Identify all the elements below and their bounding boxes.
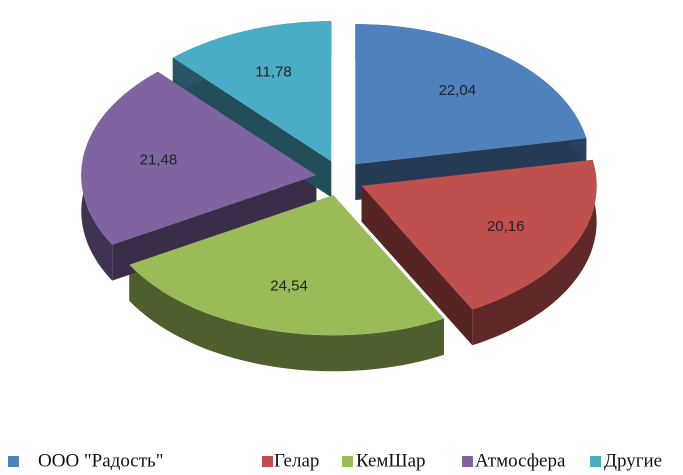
slice-wall (472, 159, 597, 346)
slice (355, 24, 587, 165)
legend-label: ООО "Радость" (38, 450, 163, 471)
legend-label: Другие (604, 450, 662, 471)
data-label: 22,04 (439, 82, 477, 99)
legend-marker (262, 456, 273, 467)
legend-marker (462, 456, 473, 467)
slice-side (361, 185, 473, 346)
slice (172, 21, 332, 162)
data-label: 11,78 (255, 63, 291, 80)
slice (129, 195, 445, 336)
legend-marker (342, 456, 353, 467)
legend-label: Атмосфера (475, 450, 566, 471)
legend-marker (590, 456, 601, 467)
slice (81, 71, 317, 245)
legend-marker (8, 456, 19, 467)
data-label: 21,48 (140, 151, 178, 168)
data-label: 20,16 (487, 218, 525, 235)
pie-tops: 22,04 20,16 24,54 21,48 11,78 (81, 21, 597, 336)
legend-label: Гелар (274, 450, 319, 471)
data-label: 24,54 (270, 278, 308, 295)
legend-label: КемШар (356, 450, 426, 471)
slice-wall (129, 264, 445, 372)
slice (361, 159, 597, 310)
